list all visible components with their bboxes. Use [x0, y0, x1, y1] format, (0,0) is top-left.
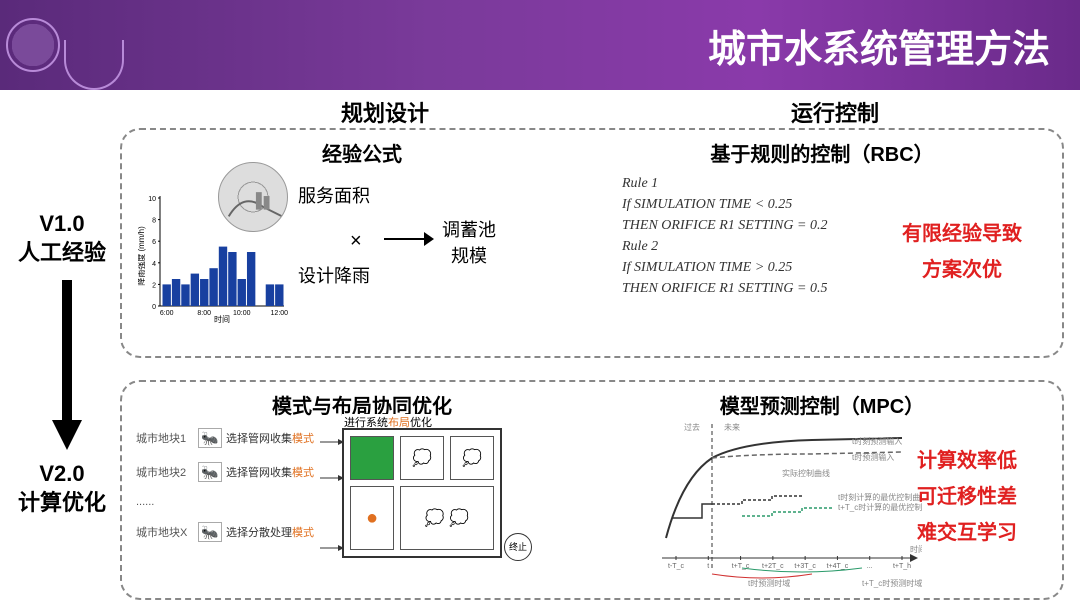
svg-text:12:00: 12:00	[271, 310, 288, 317]
svg-text:t时预测输入: t时预测输入	[852, 452, 894, 462]
v1-right-title: 基于规则的控制（RBC）	[592, 138, 1052, 167]
rule1: Rule 1	[622, 173, 1052, 194]
svg-text:过去: 过去	[684, 422, 700, 432]
v1-line2: 人工经验	[12, 239, 112, 268]
column-headers: 规划设计 运行控制	[160, 96, 1060, 128]
flow-arrow-icon	[318, 438, 344, 558]
svg-text:t+3T_c: t+3T_c	[794, 563, 816, 570]
ant-row-x: 城市地块X 🐜 选择分散处理模式	[136, 522, 314, 542]
svg-text:时间: 时间	[214, 314, 230, 324]
header: 城市水系统管理方法	[0, 0, 1080, 90]
svg-text:6:00: 6:00	[160, 310, 174, 317]
svg-text:未来: 未来	[724, 422, 740, 432]
mpc-chart: 过去 未来 时间 t时刻预测输入 t时预测输	[652, 418, 922, 588]
svg-text:t+T_c时预测时域: t+T_c时预测时域	[862, 578, 922, 588]
col-header-right: 运行控制	[610, 96, 1060, 128]
content-area: 规划设计 运行控制 V1.0 人工经验 V2.0 计算优化 经验公式 服务面积 …	[0, 90, 1080, 608]
v2-label: V2.0 计算优化	[12, 460, 112, 517]
svg-text:...: ...	[867, 563, 873, 570]
svg-text:t+2T_c: t+2T_c	[762, 563, 784, 570]
v1-right-half: 基于规则的控制（RBC） Rule 1 If SIMULATION TIME <…	[592, 136, 1052, 350]
stop-node: 终止	[504, 533, 532, 561]
svg-text:4: 4	[152, 261, 156, 268]
col-header-left: 规划设计	[160, 96, 610, 128]
service-area-label: 服务面积	[298, 182, 370, 208]
design-rain-label: 设计降雨	[298, 262, 370, 288]
v1-left-title: 经验公式	[132, 138, 592, 167]
ant-row-dots: ......	[136, 496, 314, 508]
v1-line1: V1.0	[12, 210, 112, 239]
ant-icon: 🐜	[198, 522, 222, 542]
svg-text:实际控制曲线: 实际控制曲线	[782, 468, 830, 478]
v2-line2: 计算优化	[12, 489, 112, 518]
v2-left-half: 模式与布局协同优化 城市地块1 🐜 选择管网收集模式 城市地块2 🐜 选择管网收…	[132, 388, 592, 592]
v1-red-note: 有限经验导致 方案次优	[882, 216, 1042, 288]
university-seal-icon	[6, 18, 60, 72]
ant-list: 城市地块1 🐜 选择管网收集模式 城市地块2 🐜 选择管网收集模式 ......…	[136, 428, 314, 556]
svg-text:t时预测时域: t时预测时域	[748, 578, 790, 588]
svg-text:t-T_c: t-T_c	[668, 563, 684, 570]
v2-line1: V2.0	[12, 460, 112, 489]
multiply-symbol: ×	[350, 230, 362, 253]
v2-red-note: 计算效率低 可迁移性差 难交互学习	[892, 443, 1042, 551]
v2-box: 模式与布局协同优化 城市地块1 🐜 选择管网收集模式 城市地块2 🐜 选择管网收…	[120, 380, 1064, 600]
rainfall-bar-chart: 降雨强度 (mm/h) 0 2 4 6 8 10 6:00 8:00 10:00 12:00 时…	[138, 186, 288, 326]
arch-seal-icon	[64, 40, 124, 90]
svg-text:t: t	[707, 563, 709, 570]
rule1-if: If SIMULATION TIME < 0.25	[622, 194, 1052, 215]
svg-text:10: 10	[148, 196, 156, 203]
v1-left-half: 经验公式 服务面积 × 设计降雨 调蓄池 规模 降雨强度 (mm/h) 0 2 4 6…	[132, 136, 592, 350]
result-label: 调蓄池 规模	[442, 216, 496, 268]
svg-text:8: 8	[152, 218, 156, 225]
svg-text:t+T_h: t+T_h	[893, 563, 911, 570]
svg-text:降雨强度 (mm/h): 降雨强度 (mm/h)	[138, 226, 146, 286]
page-title: 城市水系统管理方法	[708, 18, 1050, 73]
ant-row-2: 城市地块2 🐜 选择管网收集模式	[136, 462, 314, 482]
v2-right-title: 模型预测控制（MPC）	[592, 390, 1052, 419]
ant-icon: 🐜	[198, 428, 222, 448]
layout-diagram: 💭 💭 ● 💭 💭	[342, 428, 502, 558]
v1-label: V1.0 人工经验	[12, 210, 112, 267]
arrow-right-icon	[384, 226, 434, 258]
ant-icon: 🐜	[198, 462, 222, 482]
ant-row-1: 城市地块1 🐜 选择管网收集模式	[136, 428, 314, 448]
svg-text:0: 0	[152, 304, 156, 311]
v1-box: 经验公式 服务面积 × 设计降雨 调蓄池 规模 降雨强度 (mm/h) 0 2 4 6…	[120, 128, 1064, 358]
svg-text:8:00: 8:00	[197, 310, 211, 317]
svg-text:6: 6	[152, 239, 156, 246]
svg-text:t+4T_c: t+4T_c	[827, 563, 849, 570]
v2-right-half: 模型预测控制（MPC） 过去 未来 时间	[592, 388, 1052, 592]
svg-text:10:00: 10:00	[233, 310, 251, 317]
svg-text:2: 2	[152, 282, 156, 289]
